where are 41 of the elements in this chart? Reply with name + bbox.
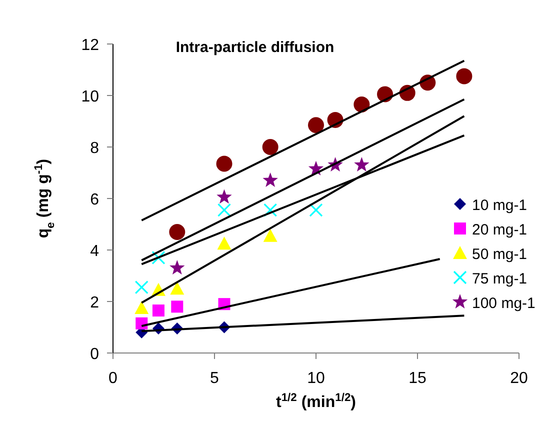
- y-tick-label: 10: [81, 88, 100, 106]
- x-tick-label: 20: [510, 370, 528, 387]
- point: [217, 203, 232, 217]
- legend-label: 100 mg-1: [472, 295, 536, 312]
- point: [264, 203, 278, 217]
- x-tick-label: 0: [108, 370, 118, 387]
- y-tick-label: 6: [90, 192, 100, 208]
- legend-label: 75 mg-1: [472, 270, 528, 288]
- y-tick-label: 4: [90, 243, 100, 260]
- point: [262, 139, 278, 155]
- legend-label: 20 mg-1: [472, 222, 528, 238]
- point: [456, 68, 472, 84]
- point: [217, 236, 232, 250]
- point: [169, 224, 186, 240]
- point: [354, 96, 370, 113]
- point: [263, 228, 278, 242]
- point: [152, 304, 164, 317]
- x-tick-label: 15: [408, 370, 426, 387]
- legend-label: 50 mg-1: [472, 246, 528, 263]
- point: [134, 280, 148, 294]
- point: [171, 300, 184, 313]
- x-axis-title: t$^{1/2}$ (min$^{1/2}$): [276, 392, 356, 411]
- point: [134, 300, 149, 314]
- point: [216, 156, 232, 172]
- x-tick-label: 5: [210, 370, 220, 387]
- point: [308, 117, 324, 134]
- point: [170, 260, 185, 274]
- y-tick-label: 0: [90, 346, 100, 363]
- point: [170, 282, 184, 295]
- x-tick-label: 10: [307, 370, 325, 387]
- chart-title: Intra-particle diffusion: [176, 39, 334, 56]
- point: [152, 250, 166, 265]
- point: [136, 317, 148, 330]
- y-tick-label: 12: [81, 37, 100, 54]
- y-tick-label: 8: [90, 140, 100, 157]
- point: [216, 189, 232, 204]
- point: [262, 172, 278, 187]
- point: [354, 157, 370, 172]
- y-tick-label: 2: [90, 294, 100, 312]
- legend-label: 10 mg-1: [472, 197, 528, 214]
- point: [309, 203, 323, 217]
